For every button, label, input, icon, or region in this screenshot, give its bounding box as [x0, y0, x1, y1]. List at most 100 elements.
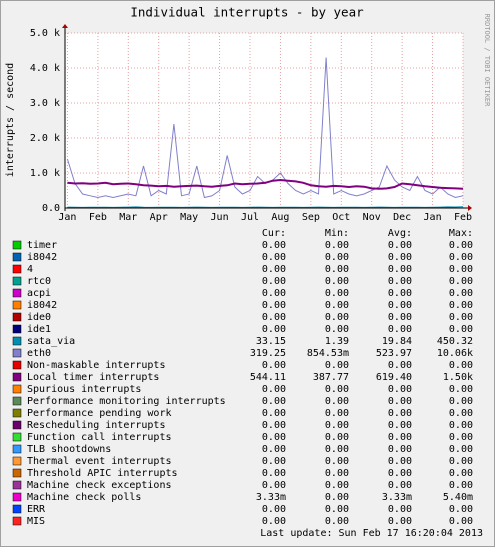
legend-stat: 0.00	[449, 396, 473, 407]
legend-stat: 0.00	[262, 468, 286, 479]
legend-label: Function call interrupts	[27, 432, 172, 443]
legend-label: Spurious interrupts	[27, 384, 141, 395]
legend-label: Performance monitoring interrupts	[27, 396, 226, 407]
legend-stat: 0.00	[325, 252, 349, 263]
legend-label: TLB shootdowns	[27, 444, 111, 455]
y-tick-label: 1.0 k	[30, 168, 60, 179]
legend-stat: 0.00	[262, 504, 286, 515]
chart-title: Individual interrupts - by year	[130, 5, 364, 20]
legend-label: ERR	[27, 504, 46, 515]
x-tick-label: May	[180, 212, 198, 223]
legend-stat: 0.00	[262, 456, 286, 467]
y-axis-label: interrupts / second	[5, 63, 16, 177]
legend-stat: 0.00	[325, 324, 349, 335]
legend-stat: 0.00	[262, 300, 286, 311]
legend-stat: 0.00	[325, 312, 349, 323]
x-axis-arrow	[468, 205, 472, 211]
legend-swatch	[12, 492, 22, 502]
legend-stat: 0.00	[262, 432, 286, 443]
legend-stat: 0.00	[388, 480, 412, 491]
legend-swatch	[12, 504, 22, 514]
legend-stat: 0.00	[325, 432, 349, 443]
x-tick-label: Oct	[332, 212, 350, 223]
legend-label: 4	[27, 264, 33, 275]
legend-swatch	[12, 276, 22, 286]
legend-stat: 0.00	[449, 240, 473, 251]
legend-swatch	[12, 336, 22, 346]
legend-stat: 0.00	[388, 420, 412, 431]
y-tick-label: 2.0 k	[30, 133, 60, 144]
x-tick-label: Aug	[271, 212, 289, 223]
legend-stat: 0.00	[388, 516, 412, 527]
legend-label: Machine check exceptions	[27, 480, 172, 491]
legend-stat: 10.06k	[437, 348, 473, 359]
legend-swatch	[12, 264, 22, 274]
legend-stat: 0.00	[388, 312, 412, 323]
legend-swatch	[12, 348, 22, 358]
legend-stat: 0.00	[325, 468, 349, 479]
legend-swatch	[12, 468, 22, 478]
legend-label: Threshold APIC interrupts	[27, 468, 178, 479]
x-tick-label: Feb	[454, 212, 472, 223]
legend-swatch	[12, 240, 22, 250]
legend-stat: 0.00	[262, 516, 286, 527]
legend-swatch	[12, 408, 22, 418]
last-update: Last update: Sun Feb 17 16:20:04 2013	[260, 528, 483, 539]
legend-stat: 0.00	[325, 300, 349, 311]
y-tick-label: 5.0 k	[30, 28, 60, 39]
legend-stat: 0.00	[325, 516, 349, 527]
x-tick-label: Jan	[58, 212, 76, 223]
legend-stat: 0.00	[388, 240, 412, 251]
legend-swatch	[12, 300, 22, 310]
y-tick-label: 4.0 k	[30, 63, 60, 74]
legend-stat: 0.00	[449, 312, 473, 323]
x-tick-label: Jun	[211, 212, 229, 223]
legend-stat: 0.00	[449, 264, 473, 275]
legend-header: Cur:	[262, 228, 286, 239]
legend-header: Max:	[449, 228, 473, 239]
legend-swatch	[12, 324, 22, 334]
legend-label: rtc0	[27, 276, 51, 287]
legend-stat: 1.50k	[443, 372, 473, 383]
legend-stat: 0.00	[388, 324, 412, 335]
legend-header: Avg:	[388, 228, 412, 239]
legend-stat: 0.00	[325, 264, 349, 275]
legend-stat: 5.40m	[443, 492, 473, 503]
legend-stat: 0.00	[388, 288, 412, 299]
legend-stat: 450.32	[437, 336, 473, 347]
y-tick-label: 0.0	[42, 203, 60, 214]
legend-stat: 0.00	[388, 384, 412, 395]
legend-swatch	[12, 480, 22, 490]
legend-stat: 0.00	[449, 516, 473, 527]
legend-stat: 0.00	[325, 492, 349, 503]
legend-stat: 0.00	[449, 384, 473, 395]
legend-stat: 0.00	[262, 408, 286, 419]
legend-label: acpi	[27, 288, 51, 299]
legend-stat: 0.00	[262, 384, 286, 395]
legend-stat: 0.00	[325, 240, 349, 251]
legend-stat: 0.00	[449, 252, 473, 263]
legend-swatch	[12, 516, 22, 526]
legend-stat: 0.00	[449, 444, 473, 455]
legend-stat: 0.00	[325, 420, 349, 431]
x-tick-label: Jan	[424, 212, 442, 223]
x-tick-label: Nov	[363, 212, 381, 223]
legend-stat: 0.00	[262, 288, 286, 299]
legend-stat: 0.00	[388, 396, 412, 407]
legend-stat: 33.15	[256, 336, 286, 347]
legend-stat: 0.00	[262, 312, 286, 323]
x-tick-label: Apr	[150, 212, 168, 223]
legend-stat: 0.00	[388, 444, 412, 455]
legend-stat: 1.39	[325, 336, 349, 347]
legend-swatch	[12, 312, 22, 322]
legend-stat: 0.00	[388, 408, 412, 419]
y-axis-arrow	[62, 24, 68, 28]
legend-stat: 0.00	[262, 420, 286, 431]
legend-stat: 0.00	[388, 300, 412, 311]
legend-label: MIS	[27, 516, 45, 527]
legend-stat: 0.00	[262, 264, 286, 275]
legend-stat: 0.00	[325, 288, 349, 299]
legend-swatch	[12, 288, 22, 298]
legend-stat: 0.00	[388, 504, 412, 515]
legend-label: eth0	[27, 348, 51, 359]
